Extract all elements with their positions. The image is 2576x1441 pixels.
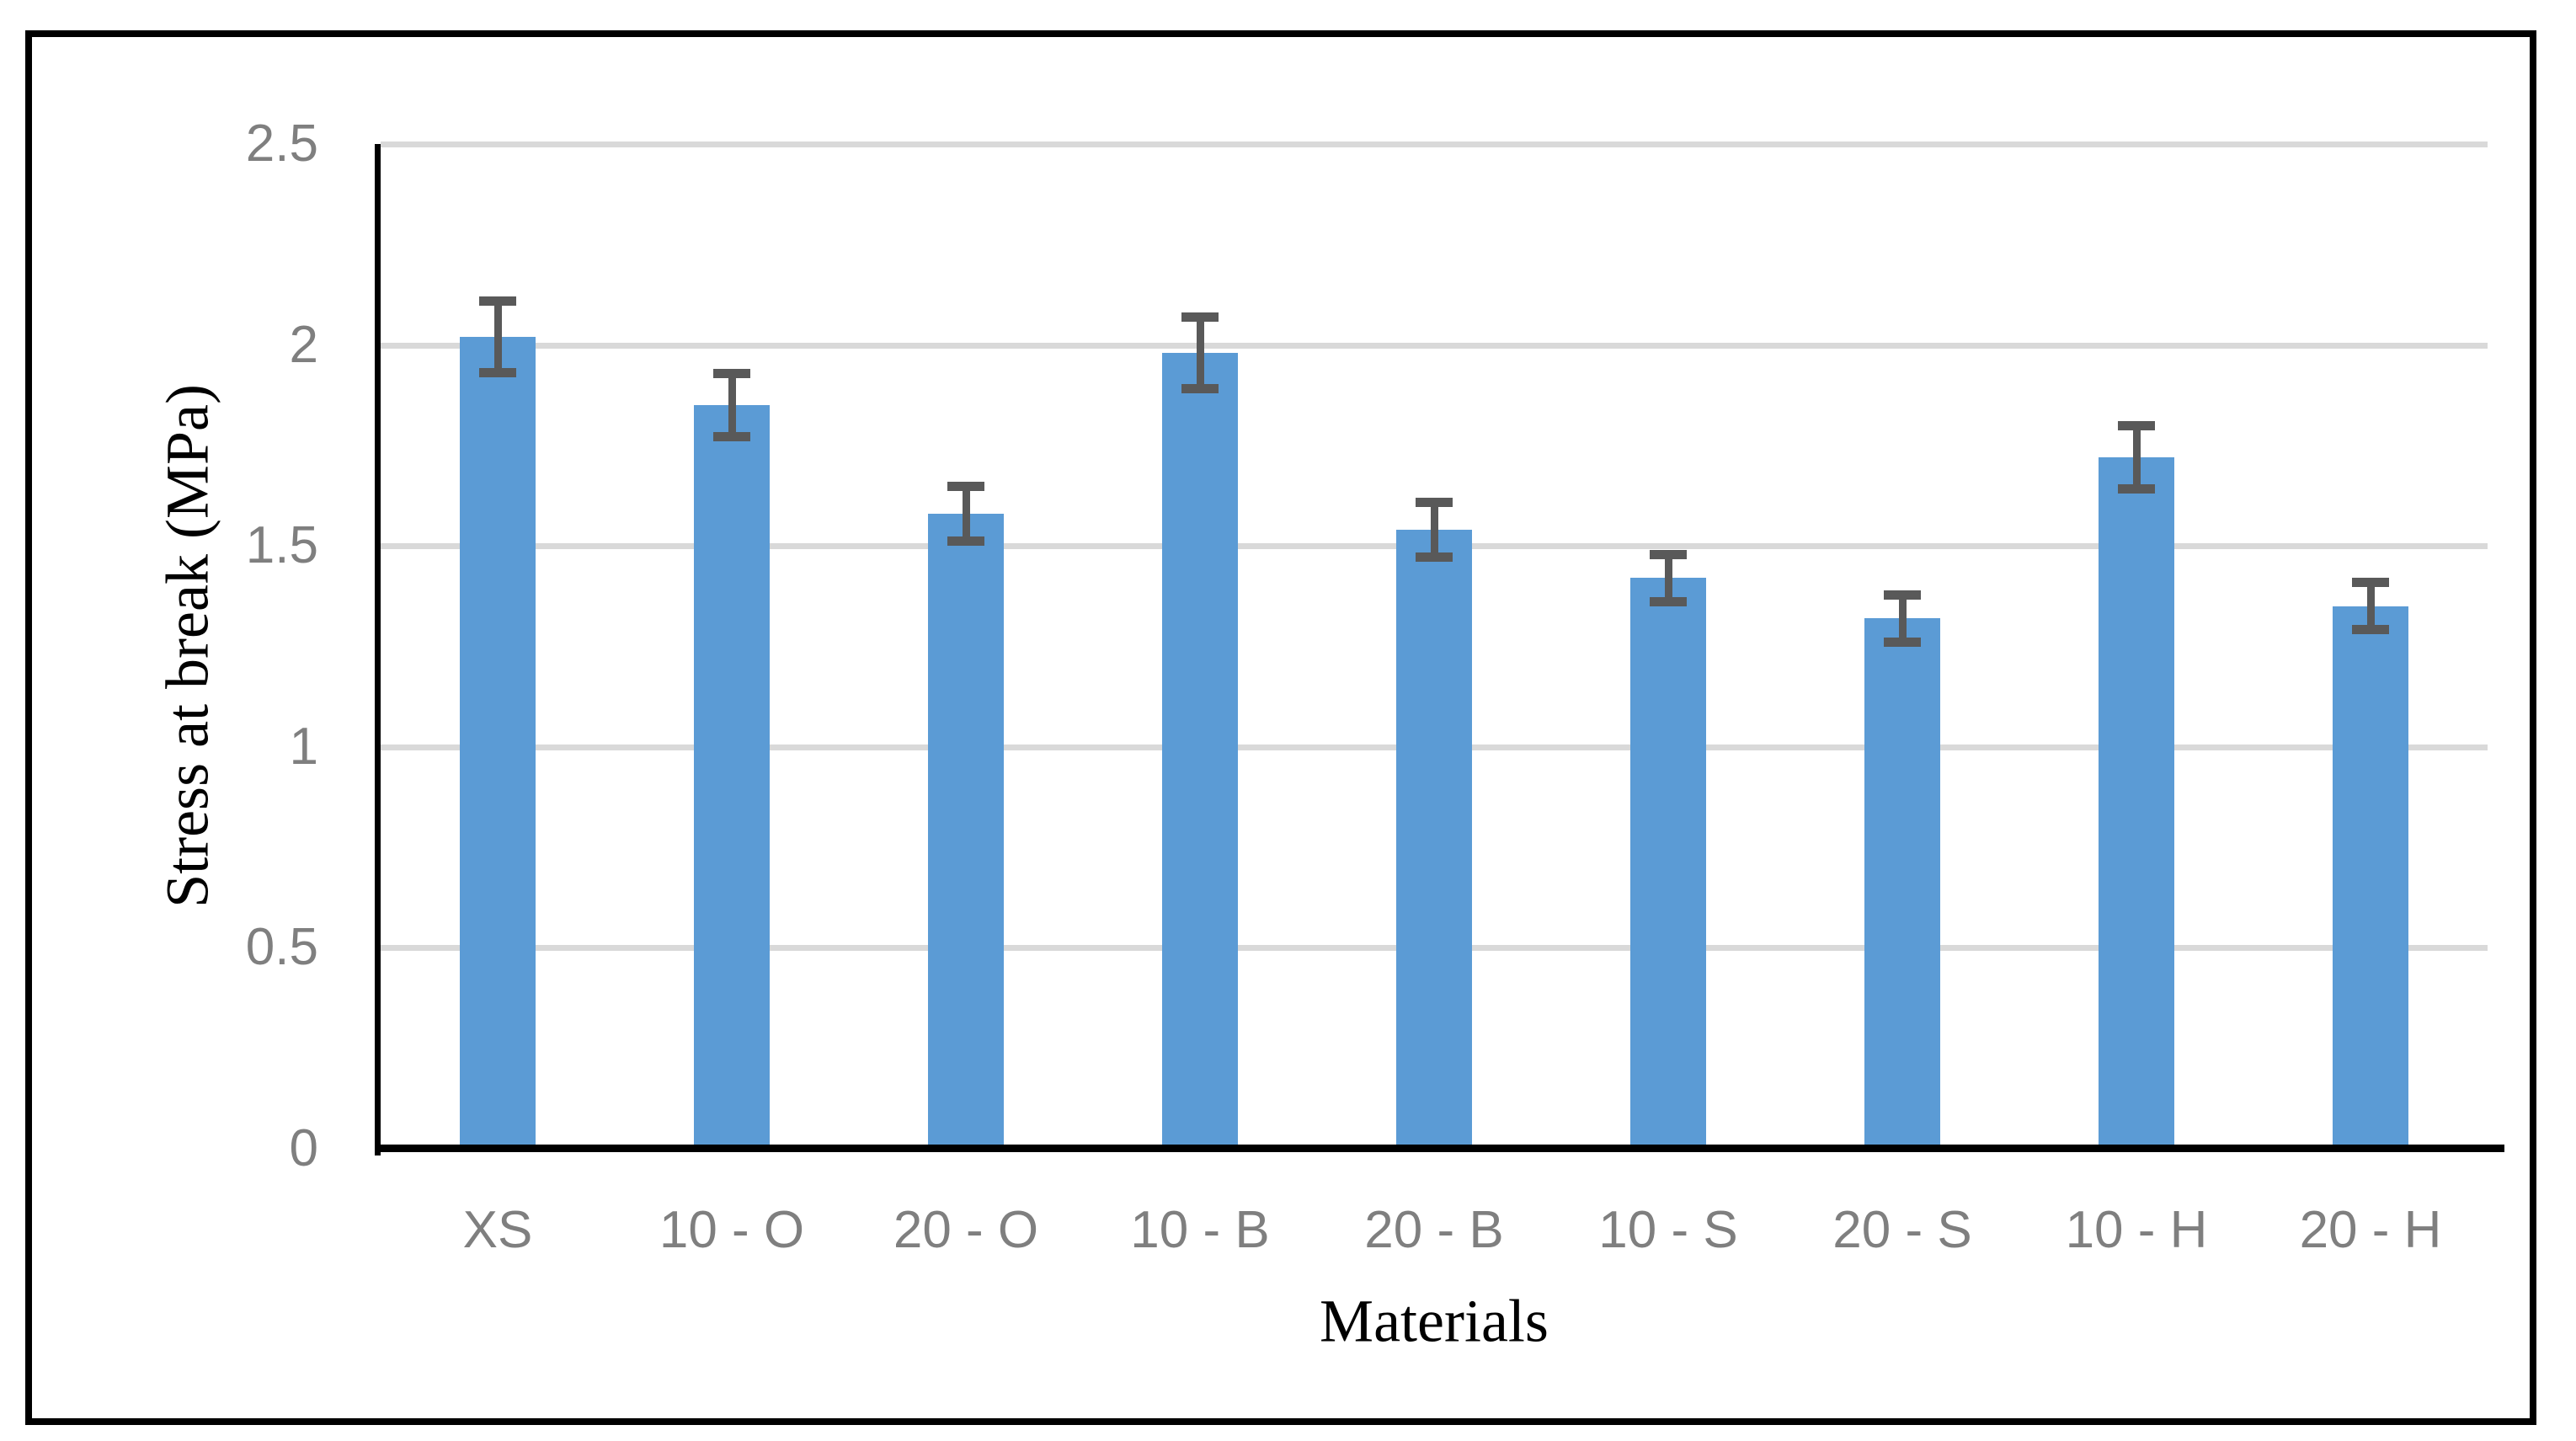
gridline <box>381 343 2488 349</box>
bar-20-O <box>928 514 1004 1149</box>
x-category-label: XS <box>462 1201 533 1259</box>
error-bar-cap-top <box>1884 590 1921 600</box>
bar-20-H <box>2333 606 2408 1149</box>
x-axis-title: Materials <box>1320 1287 1549 1355</box>
bar-10-S <box>1630 578 1706 1149</box>
error-bar <box>1899 590 1907 647</box>
x-category-label: 20 - S <box>1832 1201 1972 1259</box>
error-bar <box>494 296 502 376</box>
x-category-label: 10 - H <box>2065 1201 2208 1259</box>
error-bar-cap-bottom <box>1650 597 1687 606</box>
error-bar-cap-bottom <box>2118 484 2155 494</box>
x-category-label: 10 - S <box>1598 1201 1738 1259</box>
error-bar-cap-top <box>1416 498 1453 507</box>
x-category-label: 10 - O <box>659 1201 805 1259</box>
gridline <box>381 141 2488 147</box>
y-tick-label: 2.5 <box>245 115 318 173</box>
y-tick-label: 1 <box>289 718 318 776</box>
error-bar <box>1431 498 1438 562</box>
error-bar-cap-top <box>947 482 984 491</box>
error-bar-cap-bottom <box>1181 384 1219 393</box>
y-tick-label: 2 <box>289 316 318 374</box>
plot-area: 0 0.5 1 1.5 2 2.5 XS 10 - O 20 - O 10 - B 20 - B 1… <box>246 115 2504 1259</box>
error-bar <box>728 369 736 441</box>
y-tick-label: 0.5 <box>245 918 318 976</box>
x-axis-line <box>375 1145 2504 1152</box>
error-bar-cap-top <box>713 369 750 378</box>
y-axis-title: Stress at break (MPa) <box>153 384 221 908</box>
y-axis-line <box>375 144 381 1155</box>
x-category-label: 20 - H <box>2299 1201 2442 1259</box>
y-tick-label: 1.5 <box>245 516 318 574</box>
error-bar-cap-top <box>2352 578 2389 587</box>
bar-10-B <box>1162 353 1238 1149</box>
error-bar-cap-bottom <box>713 432 750 441</box>
x-category-label: 10 - B <box>1130 1201 1270 1259</box>
bar-10-H <box>2099 457 2174 1149</box>
error-bar <box>963 482 970 546</box>
bar-XS <box>460 337 536 1149</box>
error-bar-cap-bottom <box>479 368 516 377</box>
error-bar-cap-bottom <box>1884 638 1921 647</box>
bar-20-B <box>1396 530 1472 1149</box>
error-bar-cap-top <box>1181 312 1219 322</box>
x-category-label: 20 - B <box>1364 1201 1504 1259</box>
error-bar-cap-top <box>1650 550 1687 559</box>
figure-frame: Stress at break (MPa) Materials 0 0.5 1 1.5… <box>25 30 2536 1425</box>
error-bar-cap-top <box>2118 421 2155 430</box>
error-bar <box>2133 421 2141 494</box>
error-bar <box>1197 312 1204 392</box>
error-bar-cap-bottom <box>947 536 984 546</box>
error-bar <box>1665 550 1672 606</box>
y-tick-label: 0 <box>289 1119 318 1177</box>
bar-20-S <box>1864 618 1940 1149</box>
error-bar-cap-bottom <box>2352 625 2389 634</box>
error-bar <box>2367 578 2375 634</box>
error-bar-cap-bottom <box>1416 552 1453 562</box>
x-category-label: 20 - O <box>893 1201 1039 1259</box>
error-bar-cap-top <box>479 296 516 306</box>
bar-10-O <box>694 405 770 1149</box>
